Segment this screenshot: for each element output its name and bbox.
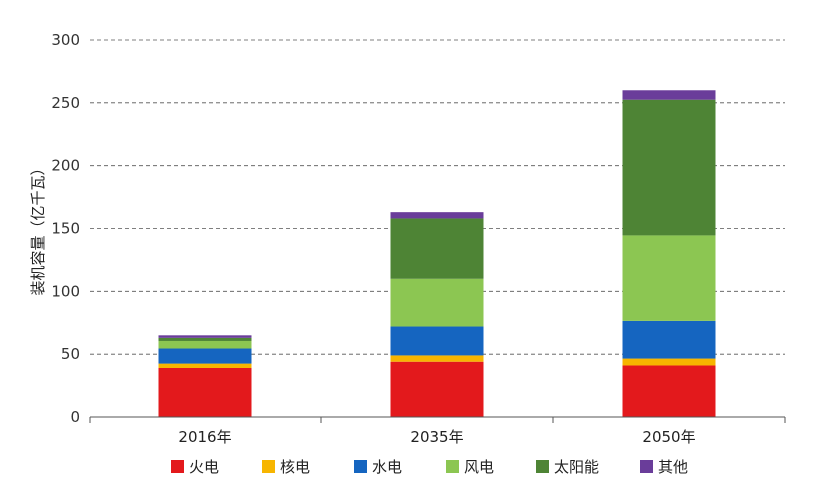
bar-segment (158, 340, 252, 349)
bar-segment (158, 348, 252, 364)
y-tick-label: 300 (51, 31, 80, 49)
bar-segment (390, 326, 484, 356)
legend-label: 风电 (464, 458, 494, 476)
y-axis-ticks: 0 50 100 150 200 250 300 (51, 31, 80, 426)
y-tick-label: 150 (51, 220, 80, 238)
legend-label: 太阳能 (554, 458, 599, 476)
bar-segment (622, 320, 716, 359)
y-tick-label: 200 (51, 157, 80, 175)
bar-segment (390, 278, 484, 327)
legend-swatch (640, 460, 653, 473)
bar-segment (390, 212, 484, 219)
bar-segment (158, 337, 252, 341)
bar-segment (158, 363, 252, 368)
legend-label: 火电 (189, 458, 219, 476)
legend-swatch (446, 460, 459, 473)
bars (158, 90, 716, 417)
legend-swatch (171, 460, 184, 473)
bar-segment (622, 99, 716, 236)
bar-segment (390, 361, 484, 417)
legend-swatch (536, 460, 549, 473)
legend-label: 其他 (658, 458, 688, 476)
y-tick-label: 100 (51, 282, 80, 300)
x-axis: 2016年 2035年 2050年 (89, 416, 786, 446)
y-tick-label: 0 (70, 408, 80, 426)
x-tick-label: 2016年 (178, 428, 231, 446)
y-tick-label: 50 (61, 345, 80, 363)
bar-segment (622, 90, 716, 100)
bar-segment (390, 355, 484, 362)
bar-segment (158, 335, 252, 338)
legend-label: 核电 (280, 458, 310, 476)
bar-segment (390, 218, 484, 279)
legend: 火电 核电 水电 风电 太阳能 其他 (171, 458, 688, 476)
legend-swatch (354, 460, 367, 473)
x-tick-label: 2035年 (410, 428, 463, 446)
x-tick-label: 2050年 (642, 428, 695, 446)
bar-segment (622, 235, 716, 321)
bar-segment (158, 367, 252, 417)
y-tick-label: 250 (51, 94, 80, 112)
bar-segment (622, 365, 716, 417)
legend-swatch (262, 460, 275, 473)
bar-segment (622, 358, 716, 366)
legend-label: 水电 (372, 458, 402, 476)
y-axis-label: 装机容量（亿千瓦） (29, 160, 47, 295)
